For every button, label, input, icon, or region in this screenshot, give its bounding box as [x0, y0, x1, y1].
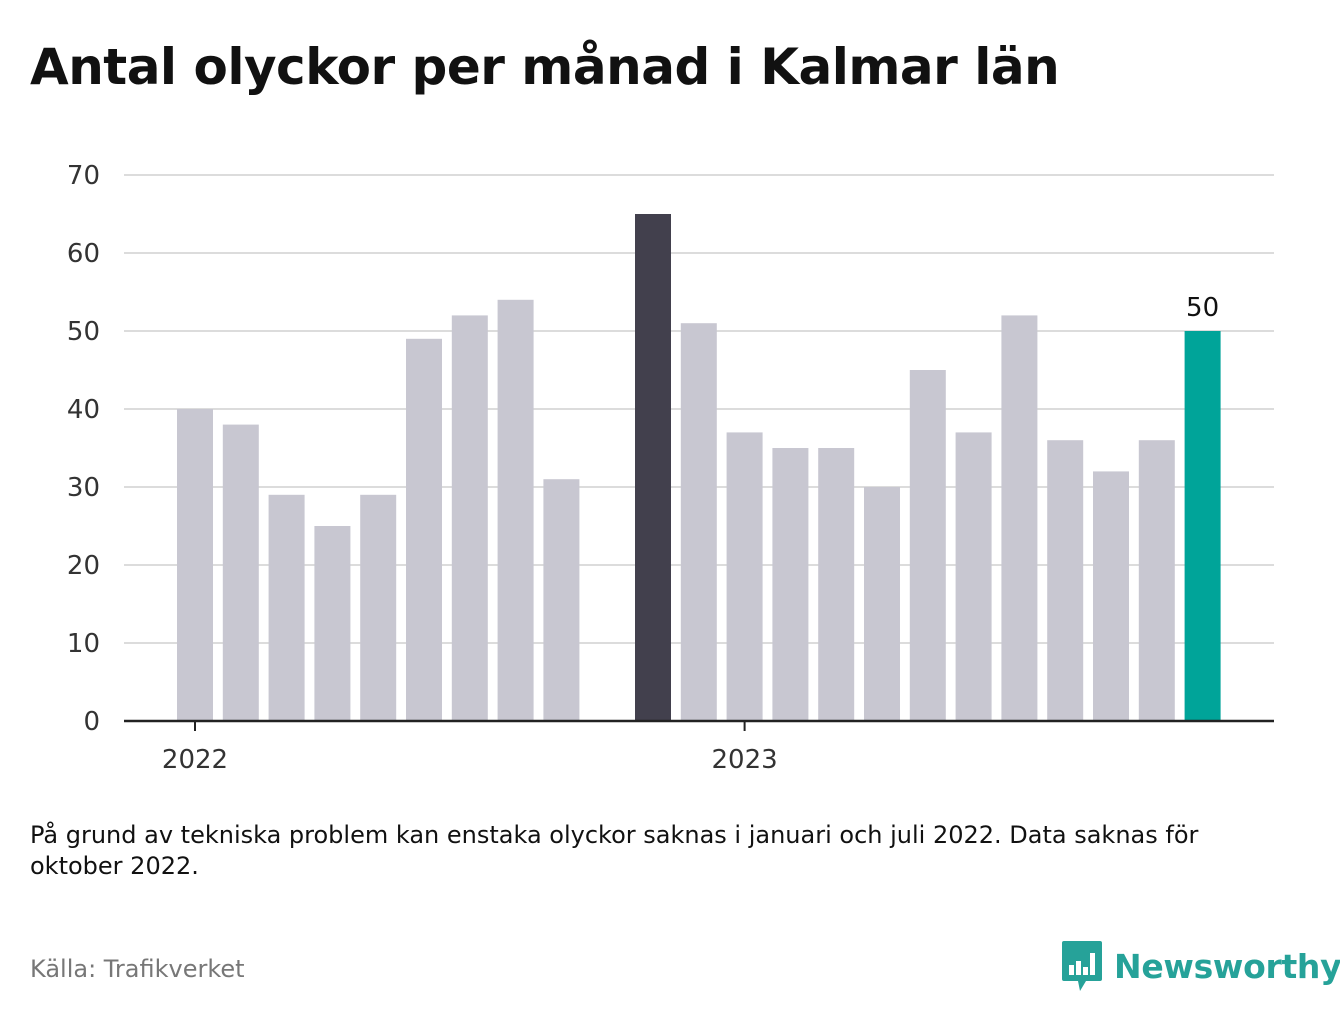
newsworthy-logo-icon — [1062, 941, 1102, 991]
bar — [222, 424, 259, 721]
bar — [772, 448, 809, 721]
x-tick-label: 2022 — [162, 745, 228, 775]
y-tick-label: 40 — [67, 395, 100, 425]
bar — [268, 494, 305, 721]
bar — [1001, 315, 1038, 721]
y-tick-label: 50 — [67, 317, 100, 347]
brand-name: Newsworthy — [1114, 946, 1340, 986]
y-tick-label: 60 — [67, 239, 100, 269]
y-tick-label: 20 — [67, 551, 100, 581]
x-tick-label: 2023 — [712, 745, 778, 775]
bar — [1138, 440, 1175, 721]
data-labels: 50 — [1186, 293, 1219, 323]
y-tick-label: 0 — [83, 707, 100, 737]
bar — [680, 323, 717, 721]
bar — [864, 487, 900, 721]
bar — [543, 479, 580, 721]
y-tick-label: 10 — [67, 629, 100, 659]
bar — [1047, 440, 1084, 721]
bar — [955, 432, 992, 721]
footnote: På grund av tekniska problem kan enstaka… — [30, 821, 1199, 880]
bar — [909, 370, 946, 721]
bar — [360, 494, 397, 721]
bar — [406, 338, 442, 721]
bar-chart: 0 10 20 30 40 50 60 70 50 2022 2023 — [67, 161, 1274, 775]
bar — [497, 299, 534, 721]
bars — [177, 214, 1221, 721]
source-text: Källa: Trafikverket — [30, 955, 245, 983]
y-tick-label: 70 — [67, 161, 100, 191]
bar — [726, 432, 763, 721]
bar — [1093, 471, 1129, 721]
x-axis-ticks: 2022 2023 — [162, 721, 778, 775]
bar — [451, 315, 488, 721]
bar — [314, 526, 351, 721]
brand-logo[interactable]: Newsworthy — [1060, 938, 1340, 994]
chart-title: Antal olyckor per månad i Kalmar län — [30, 38, 1060, 96]
bar — [1184, 331, 1221, 721]
bar-value-label: 50 — [1186, 293, 1219, 323]
bar — [177, 409, 213, 721]
y-axis-ticks: 0 10 20 30 40 50 60 70 — [67, 161, 100, 737]
y-tick-label: 30 — [67, 473, 100, 503]
bar — [818, 448, 855, 721]
bar — [635, 214, 671, 721]
